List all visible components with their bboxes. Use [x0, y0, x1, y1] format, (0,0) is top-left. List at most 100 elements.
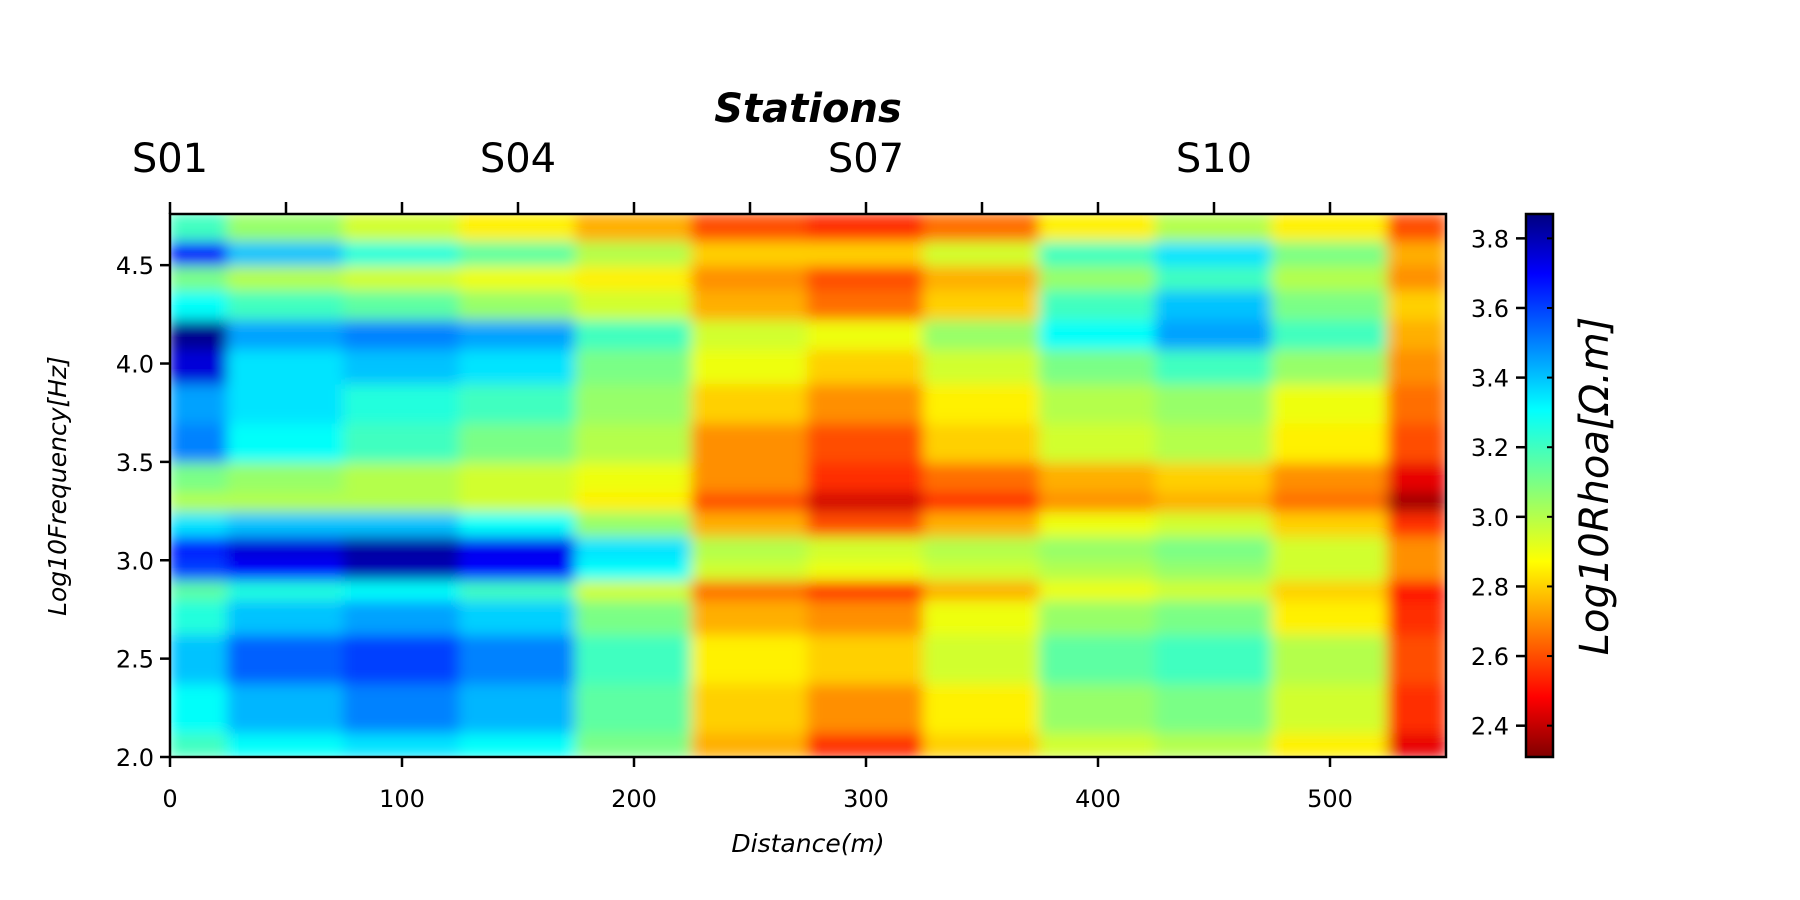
heatmap-cell [170, 347, 229, 385]
colorbar-tick-label: 3.4 [1471, 365, 1509, 393]
heatmap-cell [1387, 490, 1446, 513]
heatmap-cell [170, 264, 229, 291]
heatmap-cell [575, 598, 693, 636]
heatmap-cell [343, 318, 461, 350]
heatmap-cell [170, 318, 229, 350]
heatmap-cell [459, 559, 577, 581]
heatmap-cell [1387, 421, 1446, 463]
heatmap-cell [1387, 578, 1446, 601]
heatmap-cell [575, 382, 693, 424]
heatmap-cell [807, 460, 925, 493]
x-tick-label: 500 [1307, 785, 1353, 813]
heatmap-cell [923, 682, 1041, 734]
heatmap-cell [343, 578, 461, 601]
heatmap-cell [1039, 347, 1157, 385]
heatmap-cell [1271, 214, 1389, 242]
heatmap-cell [1387, 534, 1446, 562]
heatmap-cell [170, 633, 229, 685]
colorbar-tick-label: 3.0 [1471, 504, 1509, 532]
heatmap-cell [575, 347, 693, 385]
heatmap-cell [807, 682, 925, 734]
heatmap-cell [1039, 633, 1157, 685]
heatmap-cell [1387, 598, 1446, 636]
colorbar-label: Log10Rhoa[Ω.m] [1572, 317, 1618, 656]
heatmap-cell [575, 421, 693, 463]
heatmap-cell [691, 578, 809, 601]
heatmap-cell [691, 510, 809, 537]
heatmap-cell [1155, 490, 1273, 513]
heatmap-cell [1039, 318, 1157, 350]
heatmap-cell [227, 731, 345, 757]
heatmap-cell [691, 460, 809, 493]
plot-frame [168, 212, 1448, 759]
heatmap-cell [807, 633, 925, 685]
heatmap-cell [923, 490, 1041, 513]
y-tick-label: 3.5 [116, 449, 154, 477]
chart-title: Stations [714, 86, 902, 132]
heatmap-cell [1155, 534, 1273, 562]
heatmap-cell [343, 239, 461, 267]
heatmap-cell [807, 490, 925, 513]
heatmap-cell [459, 288, 577, 321]
heatmap-cell [807, 264, 925, 291]
heatmap-cell [343, 510, 461, 537]
heatmap-cell [170, 214, 229, 242]
colorbar [1524, 212, 1555, 759]
heatmap-cell [459, 460, 577, 493]
heatmap-cell [575, 318, 693, 350]
heatmap-cell [459, 421, 577, 463]
heatmap-cell [1387, 510, 1446, 537]
colorbar-tick-label: 2.8 [1471, 573, 1509, 601]
heatmap-cell [923, 421, 1041, 463]
heatmap-cell [575, 559, 693, 581]
heatmap-cell [923, 534, 1041, 562]
x-tick-label: 100 [379, 785, 425, 813]
heatmap-cell [1155, 598, 1273, 636]
heatmap-cell [459, 490, 577, 513]
heatmap-cell [227, 559, 345, 581]
heatmap-cell [459, 264, 577, 291]
heatmap-cell [691, 559, 809, 581]
x-axis-label: Distance(m) [731, 829, 884, 858]
heatmap-cell [170, 382, 229, 424]
heatmap-cell [691, 264, 809, 291]
x-tick-label: 200 [611, 785, 657, 813]
heatmap-cell [691, 214, 809, 242]
heatmap-cell [227, 214, 345, 242]
heatmap-cell [170, 682, 229, 734]
heatmap-cell [1039, 731, 1157, 757]
heatmap-cell [459, 633, 577, 685]
heatmap-cell [170, 460, 229, 493]
heatmap-cell [691, 288, 809, 321]
heatmap-cell [1155, 731, 1273, 757]
heatmap-cell [1387, 731, 1446, 757]
colorbar-tick-label: 3.6 [1471, 295, 1509, 323]
heatmap-cell [170, 598, 229, 636]
y-tick-label: 4.5 [116, 252, 154, 280]
heatmap-cell [170, 239, 229, 267]
heatmap-cell [170, 421, 229, 463]
heatmap-cell [1271, 633, 1389, 685]
heatmap-cell [691, 347, 809, 385]
heatmap-cell [1271, 382, 1389, 424]
heatmap-cell [1039, 682, 1157, 734]
heatmap-cell [227, 490, 345, 513]
heatmap-cell [1271, 460, 1389, 493]
heatmap-cell [923, 239, 1041, 267]
heatmap-cell [1387, 239, 1446, 267]
heatmap-cell [1039, 288, 1157, 321]
heatmap-cell [923, 578, 1041, 601]
heatmap-cell [1271, 534, 1389, 562]
heatmap-cell [1155, 460, 1273, 493]
heatmap-cell [807, 382, 925, 424]
station-label: S04 [480, 136, 556, 182]
heatmap-cell [807, 534, 925, 562]
heatmap-cell [807, 347, 925, 385]
heatmap-cell [1271, 598, 1389, 636]
heatmap-cell [575, 534, 693, 562]
heatmap-cell [1039, 460, 1157, 493]
heatmap-cell [1271, 347, 1389, 385]
heatmap-cell [227, 347, 345, 385]
heatmap-cell [575, 239, 693, 267]
heatmap-cell [923, 214, 1041, 242]
